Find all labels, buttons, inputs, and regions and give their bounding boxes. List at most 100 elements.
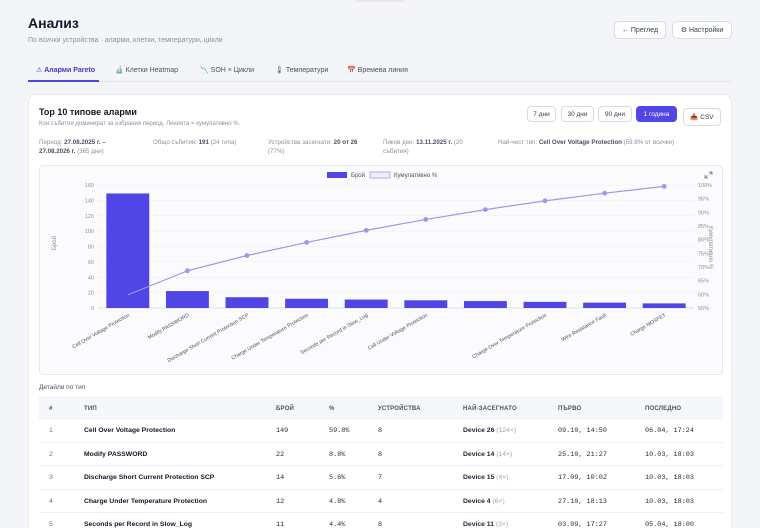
col-most-affected[interactable]: НАЙ-ЗАСЕГНАТО: [463, 406, 517, 412]
col-devices[interactable]: УСТРОЙСТВА: [378, 406, 421, 412]
cumulative-point-2[interactable]: [185, 268, 190, 274]
y2-tick-label: 70%: [698, 265, 709, 271]
y-tick-label: 120: [85, 214, 94, 220]
cell-count: 14: [276, 474, 285, 482]
tab-bar: ⚠ Аларми Pareto 🔬 Клетки Heatmap 📉 SOH ×…: [28, 58, 732, 82]
cell-pct: 8.8%: [329, 450, 346, 459]
cell-pct: 5.6%: [329, 474, 346, 482]
cell-type: Modify PASSWORD: [84, 450, 148, 458]
cumulative-point-8[interactable]: [542, 198, 548, 204]
tab-temperatures[interactable]: 🌡 Температури: [275, 67, 329, 74]
legend-label-count: Брой: [351, 172, 365, 179]
table-row[interactable]: 5 Seconds per Record in Slow_Log 11 4.4% 8 De…: [39, 513, 723, 528]
y2-tick-label: 60%: [698, 292, 709, 298]
table-row[interactable]: 4 Charge Under Temperature Protection 12 4.…: [39, 490, 723, 513]
y2-axis-ticks: 55% 60% 65% 70% 75% 80% 85% 90% 95% 100%: [698, 183, 712, 312]
cumulative-point-3[interactable]: [244, 253, 250, 258]
cumulative-points: [185, 183, 667, 274]
cell-type: Seconds per Record in Slow_Log: [84, 521, 193, 528]
bar-1[interactable]: [106, 193, 150, 308]
y-tick-label: 60: [88, 260, 94, 266]
range-1-year-button[interactable]: 1 година: [636, 106, 677, 122]
cell-n: 3: [49, 474, 53, 481]
pareto-chart-container: 0 20 40 60 80 100 120 140 160 55% 60% 65% 70% 75% 80%…: [39, 165, 723, 375]
details-title: Детайли по тип: [39, 384, 86, 391]
cell-most-affected: Device 11 (3×): [463, 521, 509, 528]
legend-swatch-cumulative: [369, 171, 391, 179]
card-subtitle: Кои събития доминират за избрания период…: [39, 121, 241, 127]
cumulative-point-7[interactable]: [483, 207, 488, 212]
x-axis-labels: Cell Over Voltage Protection Modify PASSW…: [71, 312, 668, 364]
tab-timeline[interactable]: 📅 Времева линия: [347, 67, 408, 74]
col-type[interactable]: ТИП: [84, 406, 97, 412]
cell-count: 149: [276, 427, 289, 435]
cell-devices: 4: [378, 497, 383, 506]
stat-affected-devices: Устройства засегнати: 20 от 26 (77%): [268, 139, 358, 155]
bar-4[interactable]: [285, 298, 329, 308]
chart-bars: [106, 193, 686, 308]
col-first[interactable]: ПЪРВО: [558, 406, 582, 412]
y-axis-ticks: 0 20 40 60 80 100 120 140 160: [85, 183, 94, 312]
stat-peak-day: Пиков ден: 13.11.2025 г. (20 събития): [383, 139, 463, 155]
y-tick-label: 100: [85, 229, 94, 235]
cell-first: 27.10, 18:13: [558, 497, 607, 506]
tab-cells-heatmap[interactable]: 🔬 Клетки Heatmap: [115, 67, 179, 74]
range-7-days-button[interactable]: 7 дни: [527, 106, 556, 122]
x-tick-label: Cell Under Voltage Protection: [367, 312, 429, 351]
cell-last: 10.03, 18:03: [645, 474, 694, 482]
col-index: #: [49, 406, 53, 412]
cell-last: 10.03, 18:03: [645, 497, 694, 506]
cell-most-affected: Device 4 (6×): [463, 497, 505, 505]
cell-first: 03.09, 17:27: [558, 521, 607, 528]
y-tick-label: 0: [91, 306, 94, 312]
bar-9[interactable]: [583, 302, 627, 308]
cumulative-point-5[interactable]: [363, 227, 369, 233]
cell-last: 05.04, 18:00: [645, 521, 694, 528]
y-axis-label: Брой: [51, 236, 58, 250]
cell-most-affected: Device 15 (4×): [463, 474, 509, 481]
cell-type: Cell Over Voltage Protection: [84, 427, 176, 434]
col-percent[interactable]: %: [329, 406, 335, 412]
bar-8[interactable]: [523, 301, 567, 308]
cell-last: 06.04, 17:24: [645, 427, 694, 435]
table-row[interactable]: 3 Discharge Short Current Protection SCP 1…: [39, 466, 723, 490]
bar-7[interactable]: [463, 301, 507, 308]
cell-pct: 4.8%: [329, 497, 346, 506]
bar-5[interactable]: [344, 299, 388, 308]
table-row[interactable]: 2 Modify PASSWORD 22 8.8% 8 Device 14 (14×) 25…: [39, 443, 723, 466]
bar-6[interactable]: [404, 300, 448, 308]
y2-axis-label: Кумулативно %: [707, 226, 713, 270]
x-tick-label: Modify PASSWORD: [147, 312, 191, 341]
cumulative-line: [127, 185, 665, 296]
range-90-days-button[interactable]: 90 дни: [598, 106, 632, 122]
table-row[interactable]: 1 Cell Over Voltage Protection 149 59.8% 8 De…: [39, 419, 723, 443]
cumulative-point-10[interactable]: [661, 183, 667, 189]
cumulative-point-9[interactable]: [602, 190, 607, 196]
cell-type: Discharge Short Current Protection SCP: [84, 474, 215, 481]
legend-label-cumulative: Кумулативно %: [394, 173, 438, 179]
cell-n: 1: [49, 427, 53, 434]
col-last[interactable]: ПОСЛЕДНО: [645, 406, 682, 412]
tab-alarms-pareto[interactable]: ⚠ Аларми Pareto: [36, 67, 96, 74]
cell-first: 17.09, 10:02: [558, 474, 607, 482]
bar-10[interactable]: [642, 303, 686, 308]
bar-3[interactable]: [225, 297, 269, 308]
bar-2[interactable]: [165, 291, 209, 308]
chart-grid: [98, 184, 694, 309]
cell-first: 25.10, 21:27: [558, 450, 607, 459]
range-30-days-button[interactable]: 30 дни: [561, 106, 594, 122]
cell-n: 4: [49, 497, 53, 505]
chart-legend: Брой Кумулативно %: [327, 171, 438, 179]
y2-tick-label: 55%: [698, 306, 709, 312]
cumulative-point-6[interactable]: [423, 217, 429, 222]
expand-icon[interactable]: [704, 171, 713, 179]
col-count[interactable]: БРОЙ: [276, 406, 295, 412]
csv-export-button[interactable]: 📥 CSV: [683, 108, 721, 126]
table-header: # ТИП БРОЙ % УСТРОЙСТВА НАЙ-ЗАСЕГНАТО ПЪ…: [39, 397, 723, 419]
settings-button[interactable]: ⚙ Настройки: [672, 21, 732, 39]
tab-soh-cycles[interactable]: 📉 SOH × Цикли: [200, 67, 255, 74]
overview-button[interactable]: ← Преглед: [614, 21, 666, 39]
cumulative-point-4[interactable]: [304, 240, 309, 245]
legend-swatch-count: [327, 172, 347, 178]
cell-n: 2: [49, 450, 53, 458]
